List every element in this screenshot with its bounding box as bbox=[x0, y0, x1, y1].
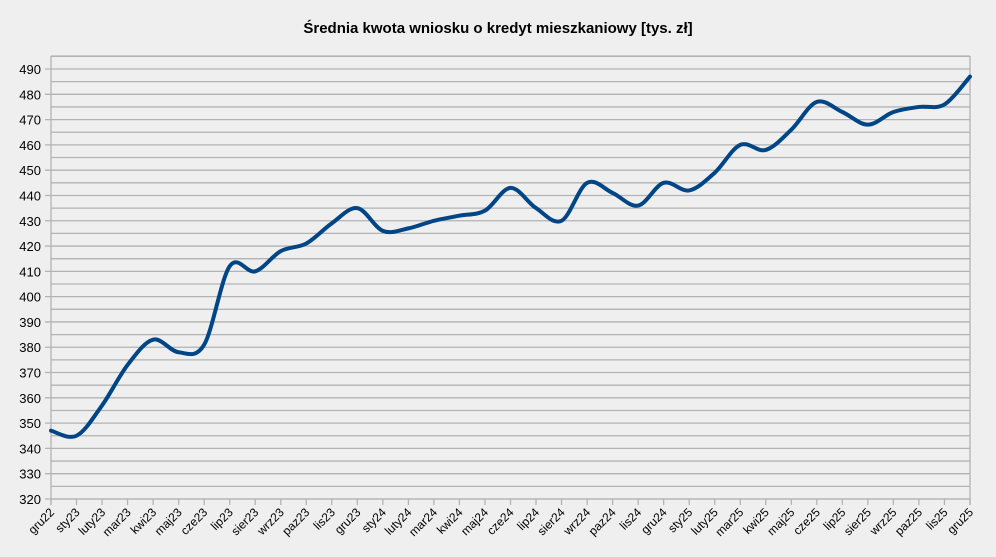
x-tick-label: maj23 bbox=[152, 505, 185, 538]
x-tick-label: mar25 bbox=[712, 505, 746, 539]
y-tick-label: 320 bbox=[19, 492, 41, 507]
x-tick-label: maj25 bbox=[764, 505, 797, 538]
y-tick-label: 470 bbox=[19, 113, 41, 128]
y-tick-label: 480 bbox=[19, 87, 41, 102]
x-tick-label: paz24 bbox=[586, 505, 619, 538]
y-tick-label: 420 bbox=[19, 239, 41, 254]
x-tick-label: mar24 bbox=[406, 505, 440, 539]
y-tick-label: 440 bbox=[19, 188, 41, 203]
x-tick-label: mar23 bbox=[100, 505, 134, 539]
gridlines bbox=[45, 55, 970, 500]
x-tick-label: sier23 bbox=[228, 505, 261, 538]
y-tick-label: 410 bbox=[19, 264, 41, 279]
x-tick-label: cze23 bbox=[178, 505, 211, 538]
x-tick-label: cze24 bbox=[484, 505, 517, 538]
y-tick-label: 430 bbox=[19, 214, 41, 229]
x-axis-tick-labels: gru22sty23luty23mar23kwi23maj23cze23lip2… bbox=[26, 505, 977, 539]
x-tick-label: cze25 bbox=[790, 505, 823, 538]
x-tick-label: gru25 bbox=[945, 505, 977, 537]
series-line bbox=[49, 74, 972, 439]
y-tick-label: 390 bbox=[19, 315, 41, 330]
x-tick-label: paz23 bbox=[279, 505, 312, 538]
y-tick-label: 380 bbox=[19, 340, 41, 355]
y-tick-label: 400 bbox=[19, 290, 41, 305]
y-tick-label: 370 bbox=[19, 366, 41, 381]
x-tick-label: maj24 bbox=[458, 505, 491, 538]
y-tick-label: 460 bbox=[19, 138, 41, 153]
chart-title: Średnia kwota wniosku o kredyt mieszkani… bbox=[303, 20, 693, 37]
x-tick-label: sier25 bbox=[841, 505, 874, 538]
y-tick-label: 450 bbox=[19, 163, 41, 178]
x-tick-label: wrz24 bbox=[560, 505, 593, 538]
y-tick-label: 490 bbox=[19, 62, 41, 77]
x-tick-label: paz25 bbox=[892, 505, 925, 538]
axes bbox=[50, 56, 971, 505]
y-tick-label: 330 bbox=[19, 467, 41, 482]
x-tick-label: wrz23 bbox=[254, 505, 287, 538]
y-tick-label: 350 bbox=[19, 416, 41, 431]
x-tick-label: gru24 bbox=[638, 505, 670, 537]
y-axis-tick-labels: 320 330 340 350 360 370 380 390 400 410 420 430 440 4… bbox=[19, 62, 41, 507]
x-tick-label: sier24 bbox=[535, 505, 568, 538]
y-tick-label: 340 bbox=[19, 441, 41, 456]
x-tick-label: gru23 bbox=[332, 505, 364, 537]
y-tick-label: 360 bbox=[19, 391, 41, 406]
x-tick-label: gru22 bbox=[26, 505, 58, 537]
x-tick-label: wrz25 bbox=[866, 505, 899, 538]
